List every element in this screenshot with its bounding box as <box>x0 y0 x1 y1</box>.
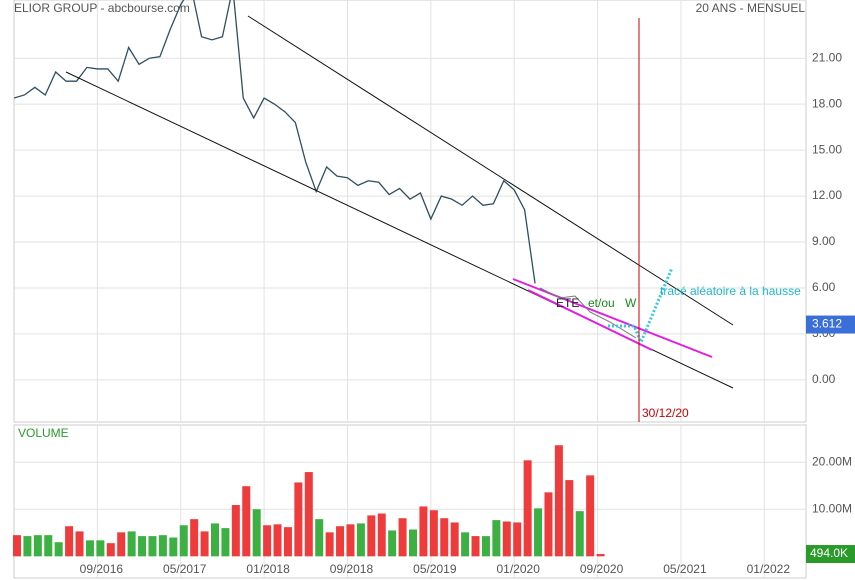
volume-bar <box>565 480 574 557</box>
volume-bar <box>273 524 282 557</box>
last-value-label: 3.612 <box>812 317 842 331</box>
last-value-box <box>806 315 855 334</box>
volume-bar <box>304 472 313 557</box>
volume-bar <box>586 475 595 557</box>
volume-bar <box>263 525 272 557</box>
volume-bar <box>388 530 397 557</box>
volume-bar <box>492 520 501 557</box>
x-tick-label: 05/2021 <box>663 562 707 576</box>
volume-bar <box>409 529 417 557</box>
volume-bar <box>158 535 167 557</box>
x-tick-label: 09/2020 <box>580 562 624 576</box>
x-tick-label: 05/2017 <box>163 562 207 576</box>
volume-bar <box>33 535 42 557</box>
volume-bar <box>450 522 459 557</box>
volume-bar <box>367 515 376 557</box>
volume-bar <box>13 535 21 557</box>
pattern-line <box>539 287 637 339</box>
volume-bar <box>419 506 428 557</box>
grid: 0.003.006.009.0012.0015.0018.0021.0010.0… <box>14 0 852 578</box>
volume-bar <box>179 525 188 557</box>
volume-bar <box>575 511 584 557</box>
volume-bar <box>221 528 230 557</box>
volume-bar <box>211 523 219 557</box>
volume-bar <box>148 536 157 557</box>
volume-bar <box>461 532 470 557</box>
volume-bar <box>23 536 32 557</box>
volume-bar <box>242 486 251 557</box>
x-tick-label: 01/2022 <box>747 562 791 576</box>
price-line <box>14 0 536 284</box>
volume-bar <box>315 519 324 557</box>
volume-bar <box>356 523 365 557</box>
volume-bar <box>54 542 63 557</box>
x-tick-label: 01/2018 <box>246 562 290 576</box>
y-tick-label: 6.00 <box>812 280 836 294</box>
projection <box>608 267 674 346</box>
volume-bar <box>429 510 438 557</box>
drawings: ETE et/ou W tracé aléatoire à la hausse … <box>65 15 801 422</box>
volume-bar <box>544 492 553 557</box>
volume-bar <box>523 460 532 557</box>
volume-bar <box>138 536 147 557</box>
volume-bar <box>534 508 543 557</box>
annotation: 30/12/20 <box>642 406 689 420</box>
volume-bar <box>75 531 84 557</box>
annotation: tracé aléatoire à la hausse <box>660 284 801 298</box>
value-label: 494.0K <box>810 546 848 560</box>
volume-bar <box>481 536 490 557</box>
y-tick-label: 15.00 <box>812 142 842 156</box>
channel-line <box>527 289 653 351</box>
volume-bar <box>398 518 407 557</box>
trend-line <box>247 15 734 326</box>
volume-bar <box>325 532 334 557</box>
annotation: ETE <box>556 296 579 310</box>
x-tick-label: 01/2020 <box>497 562 541 576</box>
volume-bar <box>377 513 386 557</box>
volume-bar <box>294 482 303 557</box>
marks: 3.612 494.0K <box>13 0 855 564</box>
y-tick-label: 9.00 <box>812 234 836 248</box>
y-tick-label: 18.00 <box>812 96 842 110</box>
volume-bar <box>596 554 605 557</box>
x-tick-label: 05/2019 <box>413 562 457 576</box>
volume-bar <box>190 519 199 557</box>
volume-bar <box>513 522 522 557</box>
volume-bar <box>117 532 126 557</box>
annotation: W <box>625 296 637 310</box>
y-tick-label: 0.00 <box>812 372 836 386</box>
y-tick-label: 12.00 <box>812 188 842 202</box>
volume-bar <box>440 518 449 557</box>
volume-bar <box>336 526 345 557</box>
volume-bar <box>127 531 136 557</box>
volume-bar <box>106 543 115 557</box>
volume-bar <box>252 509 261 557</box>
volume-bar <box>471 536 480 557</box>
volume-bar <box>96 540 105 557</box>
y-tick-label: 21.00 <box>812 50 842 64</box>
annotation: et/ou <box>588 296 615 310</box>
volume-bar <box>554 445 563 557</box>
x-tick-label: 09/2016 <box>80 562 124 576</box>
volume-bar <box>200 531 209 557</box>
price-panel <box>13 0 807 423</box>
volume-bar <box>65 526 74 557</box>
volume-bar <box>346 524 355 557</box>
volume-bar <box>169 537 178 557</box>
chart-title: ELIOR GROUP - abcbourse.com <box>14 1 190 15</box>
volume-bar <box>283 527 292 557</box>
y-tick-label: 20.00M <box>812 454 852 468</box>
chart-subtitle: 20 ANS - MENSUEL <box>696 1 806 15</box>
x-tick-label: 09/2018 <box>330 562 374 576</box>
volume-bar <box>231 505 240 557</box>
y-tick-label: 10.00M <box>812 501 852 515</box>
volume-bar <box>44 535 53 557</box>
panel-title: VOLUME <box>18 426 69 440</box>
volume-bar <box>502 521 511 557</box>
channel-line <box>512 278 713 358</box>
value-label-box <box>806 545 855 564</box>
volume-bar <box>85 540 94 557</box>
